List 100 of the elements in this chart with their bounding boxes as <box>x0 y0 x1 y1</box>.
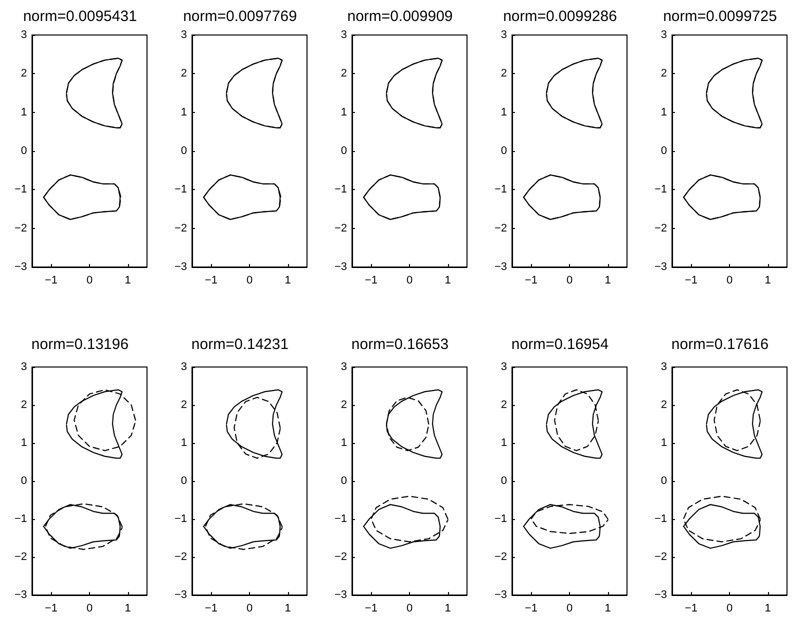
y-tick-label: −2 <box>654 551 667 563</box>
y-tick-label: 0 <box>660 145 667 157</box>
y-tick-label: 2 <box>20 68 27 80</box>
line-series <box>706 389 763 459</box>
y-tick-label: −3 <box>14 589 27 601</box>
y-tick-label: 1 <box>660 437 667 449</box>
chart-title: norm=0.0095431 <box>23 8 137 25</box>
y-tick-label: −3 <box>494 261 507 273</box>
y-tick-label: 3 <box>500 361 507 373</box>
x-tick-label: −1 <box>44 274 58 286</box>
y-tick-label: −1 <box>654 513 667 525</box>
y-tick-label: 2 <box>180 399 187 411</box>
y-tick-label: −3 <box>494 589 507 601</box>
x-tick-label: 1 <box>124 274 131 286</box>
y-tick-label: −2 <box>494 222 507 234</box>
y-tick-label: 2 <box>500 399 507 411</box>
y-tick-label: 1 <box>660 106 667 118</box>
x-tick-label: 1 <box>284 602 291 614</box>
x-tick-label: 0 <box>86 274 93 286</box>
y-tick-label: 1 <box>500 437 507 449</box>
y-tick-label: 1 <box>20 437 27 449</box>
y-tick-label: −1 <box>494 184 507 196</box>
x-tick-label: −1 <box>44 602 58 614</box>
x-tick-label: −1 <box>364 274 378 286</box>
chart-title: norm=0.16954 <box>511 336 609 353</box>
chart-title: norm=0.13196 <box>31 336 129 353</box>
y-tick-label: 2 <box>660 399 667 411</box>
y-tick-label: −2 <box>334 551 347 563</box>
y-tick-label: 3 <box>500 29 507 41</box>
y-tick-label: −2 <box>174 551 187 563</box>
y-tick-label: −1 <box>14 184 27 196</box>
x-tick-label: −1 <box>684 274 698 286</box>
y-tick-label: 2 <box>340 399 347 411</box>
x-tick-label: −1 <box>524 274 538 286</box>
y-tick-label: −3 <box>14 261 27 273</box>
x-tick-label: 1 <box>604 602 611 614</box>
x-tick-label: 0 <box>86 602 93 614</box>
chart-title: norm=0.0097769 <box>183 8 297 25</box>
y-tick-label: 1 <box>340 106 347 118</box>
chart-title: norm=0.0099286 <box>503 8 617 25</box>
y-tick-label: −3 <box>174 589 187 601</box>
y-tick-label: 0 <box>500 475 507 487</box>
y-tick-label: 3 <box>340 29 347 41</box>
x-tick-label: 1 <box>764 602 771 614</box>
y-tick-label: 1 <box>180 437 187 449</box>
x-tick-label: −1 <box>524 602 538 614</box>
y-tick-label: 0 <box>20 475 27 487</box>
y-tick-label: −3 <box>654 261 667 273</box>
y-tick-label: 1 <box>180 106 187 118</box>
y-tick-label: 0 <box>20 145 27 157</box>
x-tick-label: 1 <box>764 274 771 286</box>
y-tick-label: −1 <box>494 513 507 525</box>
x-tick-label: −1 <box>204 602 218 614</box>
x-tick-label: 0 <box>406 274 413 286</box>
y-tick-label: −1 <box>654 184 667 196</box>
y-tick-label: 0 <box>180 475 187 487</box>
y-tick-label: −2 <box>14 222 27 234</box>
y-tick-label: −3 <box>654 589 667 601</box>
y-tick-label: 0 <box>500 145 507 157</box>
y-tick-label: 3 <box>180 361 187 373</box>
y-tick-label: 3 <box>180 29 187 41</box>
y-tick-label: 3 <box>660 361 667 373</box>
chart-title: norm=0.0099725 <box>663 8 777 25</box>
y-tick-label: −3 <box>174 261 187 273</box>
y-tick-label: −2 <box>334 222 347 234</box>
y-tick-label: 1 <box>20 106 27 118</box>
chart-title: norm=0.16653 <box>351 336 449 353</box>
y-tick-label: −2 <box>494 551 507 563</box>
y-tick-label: 1 <box>500 106 507 118</box>
x-tick-label: 1 <box>124 602 131 614</box>
x-tick-label: −1 <box>684 602 698 614</box>
x-tick-label: 1 <box>444 274 451 286</box>
x-tick-label: −1 <box>364 602 378 614</box>
x-tick-label: 0 <box>246 602 253 614</box>
x-tick-label: −1 <box>204 274 218 286</box>
chart-title: norm=0.14231 <box>191 336 289 353</box>
y-tick-label: 3 <box>20 29 27 41</box>
y-tick-label: 0 <box>340 145 347 157</box>
chart-title: norm=0.009909 <box>347 8 453 25</box>
y-tick-label: −2 <box>174 222 187 234</box>
x-tick-label: 1 <box>604 274 611 286</box>
y-tick-label: 2 <box>180 68 187 80</box>
x-tick-label: 1 <box>444 602 451 614</box>
y-tick-label: 3 <box>20 361 27 373</box>
y-tick-label: 0 <box>180 145 187 157</box>
line-series <box>546 389 603 459</box>
x-tick-label: 0 <box>726 274 733 286</box>
y-tick-label: −1 <box>174 184 187 196</box>
y-tick-label: 3 <box>340 361 347 373</box>
y-tick-label: 2 <box>340 68 347 80</box>
x-tick-label: 0 <box>726 602 733 614</box>
line-series <box>386 389 443 459</box>
y-tick-label: −1 <box>14 513 27 525</box>
chart-title: norm=0.17616 <box>671 336 769 353</box>
y-tick-label: −2 <box>14 551 27 563</box>
y-tick-label: −1 <box>174 513 187 525</box>
x-tick-label: 0 <box>566 602 573 614</box>
x-tick-label: 0 <box>406 602 413 614</box>
y-tick-label: 0 <box>660 475 667 487</box>
y-tick-label: 1 <box>340 437 347 449</box>
